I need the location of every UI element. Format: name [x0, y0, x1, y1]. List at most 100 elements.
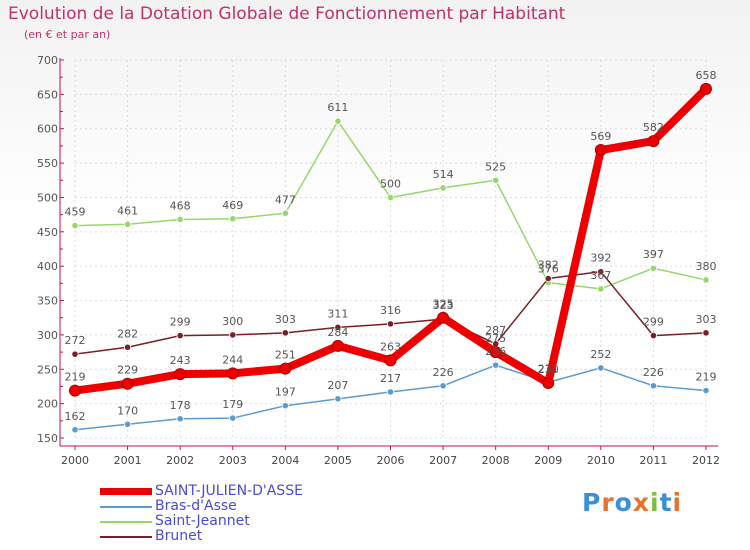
data-label: 569 [590, 130, 611, 143]
y-tick-label: 350 [37, 295, 58, 308]
legend-swatch-saint-julien [100, 488, 152, 495]
data-point [334, 323, 342, 331]
data-label: 231 [538, 362, 559, 375]
data-point [386, 320, 395, 328]
data-label: 316 [380, 304, 401, 317]
data-point [123, 420, 132, 428]
legend-swatch-saint-jeannet [100, 521, 152, 523]
data-point [71, 222, 79, 230]
legend-label-brunet: Brunet [155, 528, 203, 544]
legend-swatch-bras-d-asse [100, 506, 152, 508]
data-label: 282 [117, 327, 138, 340]
y-tick-label: 300 [37, 329, 58, 342]
data-point [439, 184, 447, 192]
data-point [176, 415, 184, 423]
data-label: 219 [65, 371, 86, 384]
x-tick-label: 2011 [639, 454, 667, 467]
data-label: 469 [222, 199, 243, 212]
data-point [597, 364, 605, 372]
x-tick-label: 2004 [271, 454, 299, 467]
y-tick-label: 450 [37, 226, 58, 239]
x-tick-label: 2006 [377, 454, 405, 467]
data-label: 299 [643, 316, 664, 329]
data-label: 230 [538, 363, 559, 376]
data-point [647, 135, 660, 148]
data-label: 263 [380, 340, 401, 353]
data-label: 323 [433, 299, 454, 312]
x-tick-label: 2010 [587, 454, 615, 467]
data-point [334, 395, 342, 403]
data-point [229, 215, 237, 223]
data-label: 582 [643, 121, 664, 134]
data-label: 392 [590, 252, 611, 265]
data-label: 170 [117, 404, 138, 417]
data-point [542, 377, 555, 390]
data-point [700, 82, 712, 95]
data-point [331, 339, 344, 352]
data-point [439, 382, 447, 390]
data-label: 272 [65, 334, 86, 347]
logo-letter: P [582, 488, 602, 517]
data-label: 219 [696, 371, 717, 384]
data-label: 311 [327, 307, 348, 320]
data-point [174, 368, 187, 381]
data-label: 658 [696, 69, 717, 82]
data-point [176, 331, 184, 340]
data-label-layer: 162 170 178 179 197 207 217 226 256 231 252 226 219 4… [65, 69, 717, 423]
data-label: 252 [590, 348, 611, 361]
series-layer [69, 82, 712, 434]
data-point [281, 329, 289, 337]
data-point [386, 388, 395, 396]
data-label: 217 [380, 372, 401, 385]
y-tick-label: 250 [37, 363, 58, 376]
data-point [649, 331, 658, 340]
legend-label-bras-d-asse: Bras-d'Asse [155, 498, 237, 514]
x-tick-label: 2007 [429, 454, 457, 467]
data-point [649, 264, 658, 272]
data-point [594, 144, 607, 157]
data-point [597, 268, 605, 276]
data-label: 514 [433, 168, 454, 181]
data-point [492, 361, 500, 369]
legend-label-saint-jeannet: Saint-Jeannet [155, 513, 250, 529]
y-tick-label: 550 [37, 157, 58, 170]
data-label: 226 [433, 366, 454, 379]
data-label: 382 [538, 259, 559, 272]
data-point [437, 311, 450, 324]
data-point [702, 386, 710, 395]
x-tick-label: 2002 [166, 454, 194, 467]
data-point [71, 426, 79, 434]
y-tick-label: 700 [37, 54, 58, 67]
data-label: 367 [590, 269, 611, 282]
data-point [597, 285, 605, 293]
data-label: 397 [643, 248, 664, 261]
data-point [649, 382, 658, 390]
data-label: 500 [380, 177, 401, 190]
data-label: 226 [643, 366, 664, 379]
data-point [702, 329, 710, 337]
y-tick-label: 650 [37, 88, 58, 101]
data-point [229, 414, 237, 422]
data-point [489, 346, 502, 359]
data-label: 178 [170, 399, 191, 412]
proxiti-logo: Proxiti [582, 488, 682, 517]
legend-swatch-brunet [100, 536, 152, 538]
data-label: 611 [327, 101, 348, 114]
data-point [279, 362, 292, 375]
data-point [702, 276, 710, 284]
logo-letter: x [632, 488, 650, 517]
data-label: 207 [327, 379, 348, 392]
data-point [281, 402, 289, 410]
x-tick-label: 2000 [61, 454, 89, 467]
x-tick-label: 2003 [219, 454, 247, 467]
data-label: 300 [222, 315, 243, 328]
data-point [121, 377, 134, 390]
x-tick-label: 2001 [114, 454, 142, 467]
data-point [544, 274, 552, 283]
data-label: 299 [170, 316, 191, 329]
data-point [384, 354, 397, 367]
y-tick-label: 500 [37, 191, 58, 204]
data-label: 380 [696, 260, 717, 273]
y-tick-label: 600 [37, 123, 58, 136]
